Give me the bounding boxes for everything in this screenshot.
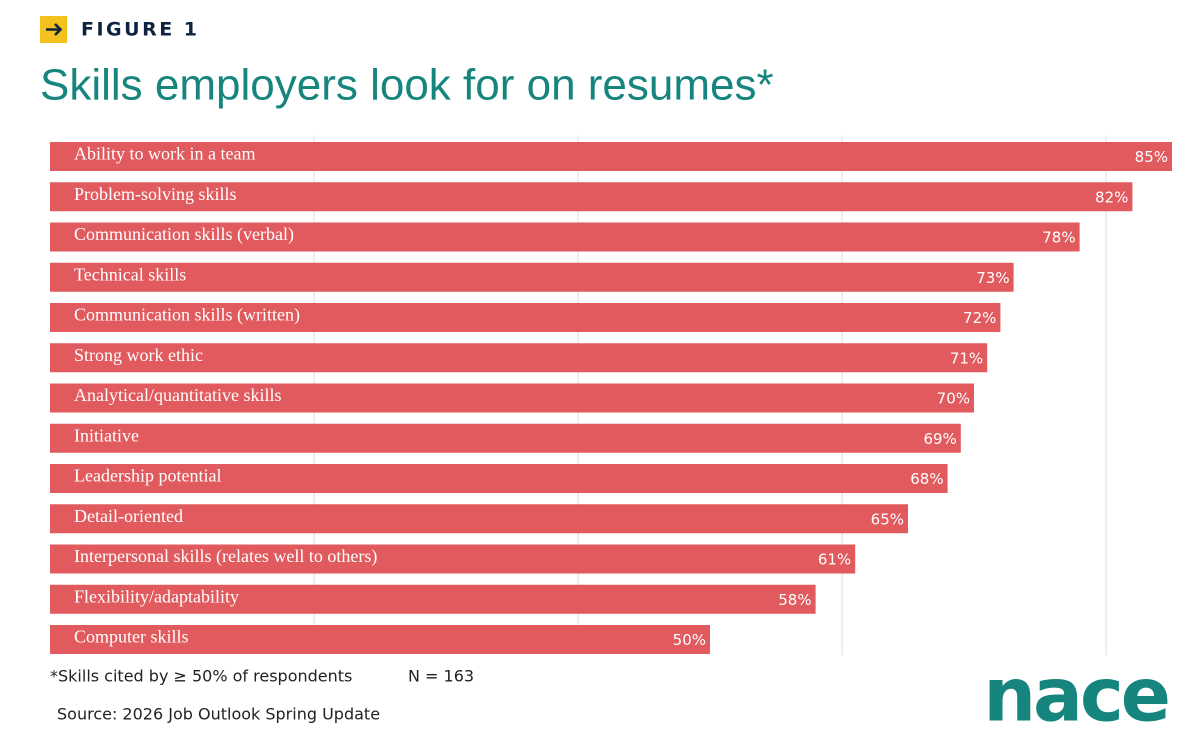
category-label: Strong work ethic [74, 345, 203, 365]
value-label: 70% [937, 390, 970, 408]
bar [50, 182, 1133, 212]
value-label: 82% [1095, 188, 1128, 206]
logo: nace [983, 653, 1168, 739]
category-label: Ability to work in a team [74, 144, 255, 164]
value-label: 65% [871, 510, 904, 528]
category-label: Problem-solving skills [74, 184, 237, 204]
value-label: 73% [976, 269, 1009, 287]
value-label: 68% [910, 470, 943, 488]
value-label: 72% [963, 309, 996, 327]
category-label: Initiative [74, 425, 139, 445]
footnote: *Skills cited by ≥ 50% of respondents [50, 667, 352, 686]
category-label: Communication skills (verbal) [74, 224, 294, 245]
sample-size: N = 163 [408, 667, 474, 686]
bar [50, 222, 1080, 252]
bar [50, 584, 816, 614]
category-label: Flexibility/adaptability [74, 586, 239, 606]
bar [50, 142, 1172, 171]
value-label: 58% [778, 591, 811, 609]
category-label: Analytical/quantitative skills [74, 385, 281, 405]
value-label: 78% [1042, 229, 1075, 247]
category-label: Leadership potential [74, 466, 221, 486]
bar [50, 464, 948, 493]
category-label: Computer skills [74, 627, 189, 647]
bar [50, 504, 908, 534]
value-label: 69% [923, 430, 956, 448]
figure-label: FIGURE 1 [81, 19, 200, 41]
category-label: Technical skills [74, 264, 186, 284]
category-label: Detail-oriented [74, 506, 183, 526]
source: Source: 2026 Job Outlook Spring Update [57, 705, 380, 724]
bar [50, 625, 710, 654]
bar [50, 262, 1014, 292]
bar [50, 423, 961, 453]
bar [50, 544, 856, 574]
value-label: 85% [1135, 148, 1168, 166]
bar [50, 383, 974, 413]
category-label: Communication skills (written) [74, 305, 300, 326]
bar [50, 303, 1001, 332]
chart-title: Skills employers look for on resumes* [40, 61, 774, 110]
figure-arrow [46, 23, 63, 36]
value-label: 61% [818, 551, 851, 569]
value-label: 71% [950, 349, 983, 367]
value-label: 50% [673, 631, 706, 649]
category-label: Interpersonal skills (relates well to ot… [74, 546, 377, 567]
bar [50, 343, 988, 373]
